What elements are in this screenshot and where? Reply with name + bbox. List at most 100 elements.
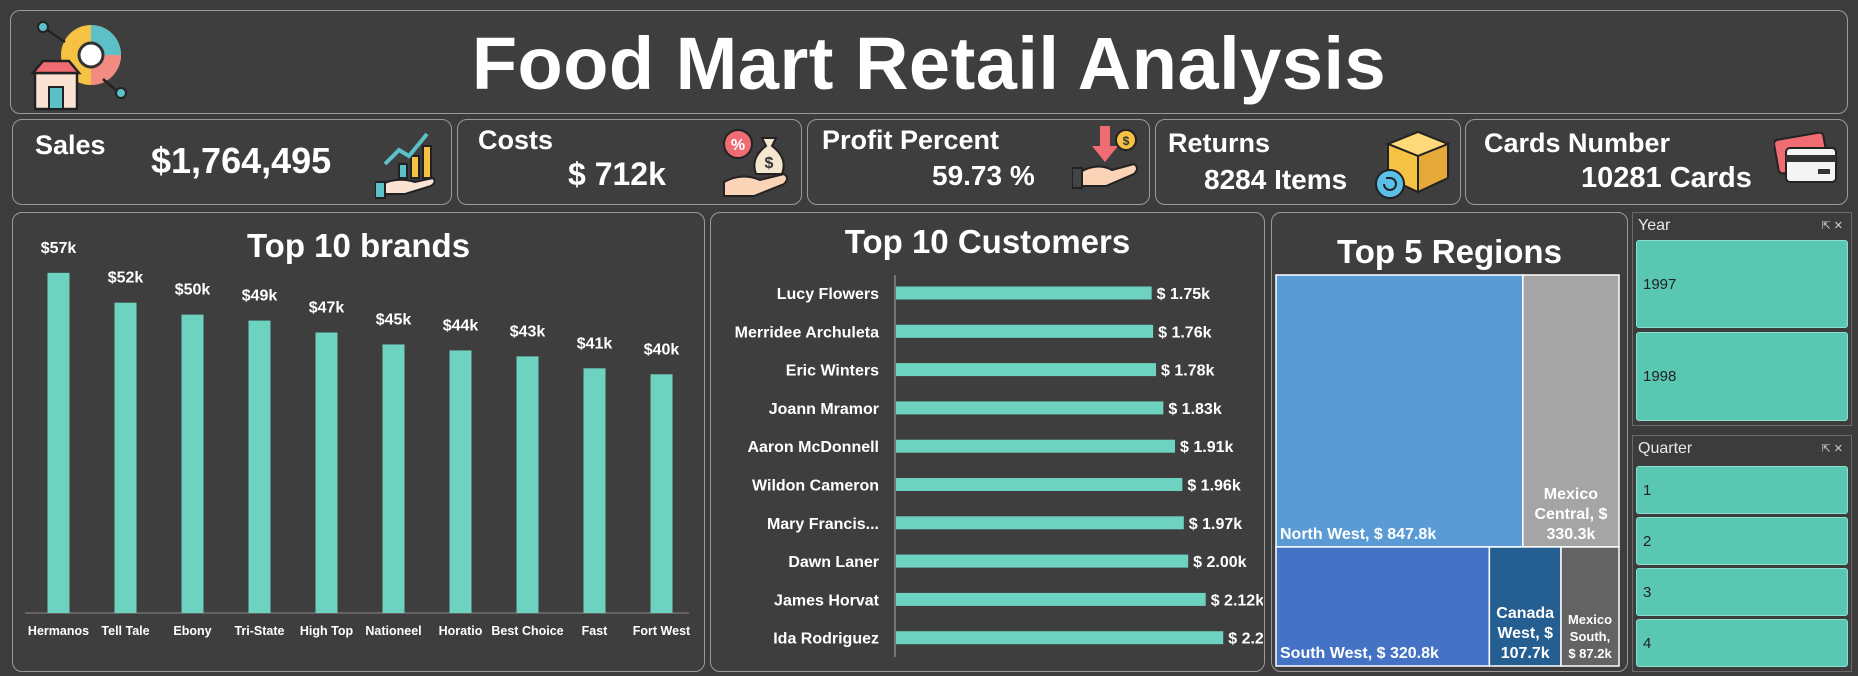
- brand-bar-value-label: $41k: [577, 335, 613, 352]
- region-tile[interactable]: [1275, 546, 1491, 667]
- brand-bar[interactable]: [248, 320, 271, 613]
- top-brands-chart-panel: Top 10 brands $57k Hermanos $52k Tell Tale $…: [12, 212, 705, 672]
- region-tile-label: 107.7k: [1501, 645, 1550, 662]
- customer-bar[interactable]: [896, 363, 1157, 377]
- brand-bar[interactable]: [516, 356, 539, 613]
- slicer-clear-filter-icon[interactable]: ⇱ ✕: [1821, 443, 1844, 455]
- slicer-item-quarter-4[interactable]: 4: [1636, 619, 1848, 667]
- brand-bar-value-label: $50k: [175, 282, 211, 299]
- customer-bar[interactable]: [896, 324, 1154, 338]
- kpi-card-costs: Costs $ 712k % $: [457, 119, 802, 205]
- customer-bar[interactable]: [896, 516, 1184, 530]
- region-tile[interactable]: [1522, 274, 1620, 548]
- customer-name-label: Aaron McDonnell: [747, 439, 879, 456]
- region-tile-label: Canada: [1496, 605, 1554, 622]
- brand-bar[interactable]: [315, 332, 338, 613]
- brand-bar[interactable]: [114, 302, 137, 613]
- kpi-card-cards: Cards Number 10281 Cards: [1465, 119, 1848, 205]
- customer-bar[interactable]: [896, 286, 1152, 300]
- kpi-profit-value: 59.73 %: [932, 160, 1035, 191]
- svg-text:$: $: [1123, 134, 1130, 148]
- kpi-sales-value: $1,764,495: [151, 140, 332, 181]
- kpi-cards-label: Cards Number: [1484, 128, 1671, 158]
- top-regions-chart-panel: Top 5 Regions North West, $ 847.8k Mexico…: [1271, 212, 1628, 672]
- customer-name-label: Merridee Archuleta: [735, 324, 879, 341]
- brand-bar[interactable]: [650, 374, 673, 613]
- slicer-item-year-1998[interactable]: 1998: [1636, 332, 1848, 421]
- customer-bar-value-label: $ 1.83k: [1168, 401, 1221, 418]
- customer-bar[interactable]: [896, 401, 1164, 415]
- svg-text:%: %: [731, 137, 745, 154]
- brand-bar-value-label: $57k: [41, 240, 77, 257]
- slicer-item-quarter-3[interactable]: 3: [1636, 568, 1848, 616]
- brand-bar[interactable]: [47, 272, 70, 613]
- brand-bar[interactable]: [449, 350, 472, 613]
- customer-bar-value-label: $ 1.96k: [1187, 478, 1240, 495]
- quarter-slicer-header: Quarter: [1638, 440, 1693, 457]
- slicer-item-quarter-2[interactable]: 2: [1636, 517, 1848, 565]
- regions-treemap: North West, $ 847.8k Mexico Central, $ 330.…: [1275, 274, 1620, 667]
- brand-category-label: Fort West: [633, 624, 691, 638]
- brand-category-label: Ebony: [173, 624, 211, 638]
- region-tile-label: Mexico: [1568, 612, 1612, 627]
- brand-category-label: Tell Tale: [101, 624, 149, 638]
- brand-bar-value-label: $47k: [309, 300, 345, 317]
- customer-bar-value-label: $ 1.75k: [1157, 286, 1210, 303]
- brand-bar-value-label: $43k: [510, 323, 546, 340]
- customer-bar[interactable]: [896, 592, 1206, 606]
- customer-name-label: Mary Francis...: [767, 516, 879, 533]
- customer-bar[interactable]: [896, 439, 1176, 453]
- slicer-item-quarter-1[interactable]: 1: [1636, 466, 1848, 514]
- region-tile-label: South West, $ 320.8k: [1280, 645, 1439, 662]
- customer-bar-value-label: $ 1.76k: [1158, 324, 1211, 341]
- region-tile-label: $ 87.2k: [1568, 646, 1612, 661]
- brand-bar[interactable]: [382, 344, 405, 613]
- profit-hand-coin-icon: $: [1072, 126, 1138, 189]
- credit-cards-icon: [1774, 132, 1837, 183]
- regions-chart-title: Top 5 Regions: [1337, 233, 1562, 270]
- slicer-item-year-1997[interactable]: 1997: [1636, 240, 1848, 328]
- money-bag-discount-icon: % $: [723, 129, 788, 197]
- region-tile[interactable]: [1560, 546, 1620, 667]
- slicer-clear-filter-icon[interactable]: ⇱ ✕: [1821, 220, 1844, 232]
- region-tile-label: 330.3k: [1546, 526, 1595, 543]
- customer-bar-value-label: $ 1.91k: [1180, 439, 1233, 456]
- kpi-card-returns: Returns 8284 Items: [1155, 119, 1461, 205]
- customer-name-label: Dawn Laner: [788, 554, 879, 571]
- brand-bar[interactable]: [181, 314, 204, 613]
- customer-bar-value-label: $ 1.78k: [1161, 363, 1214, 380]
- brand-category-label: Best Choice: [491, 624, 563, 638]
- kpi-costs-value: $ 712k: [568, 156, 666, 192]
- customer-bar[interactable]: [896, 554, 1189, 568]
- year-slicer: Year ⇱ ✕ 1997 1998: [1632, 212, 1852, 426]
- retail-analytics-logo-icon: [30, 21, 127, 111]
- brand-category-label: Tri-State: [234, 624, 284, 638]
- svg-text:$: $: [765, 155, 774, 172]
- region-tile-label: West, $: [1497, 625, 1553, 642]
- brand-bar-value-label: $44k: [443, 317, 479, 334]
- region-tile-label: South,: [1570, 629, 1610, 644]
- customers-bar-chart: $ 1.75k Lucy Flowers $ 1.76k Merridee Archu…: [735, 275, 1263, 657]
- region-tile-label: Central, $: [1534, 506, 1607, 523]
- kpi-profit-label: Profit Percent: [822, 125, 1000, 155]
- brand-bar[interactable]: [583, 368, 606, 613]
- kpi-returns-label: Returns: [1168, 128, 1271, 158]
- brand-category-label: Fast: [582, 624, 609, 638]
- customers-chart-title: Top 10 Customers: [844, 223, 1131, 260]
- top-customers-chart-panel: Top 10 Customers $ 1.75k Lucy Flowers $ 1.…: [710, 212, 1265, 672]
- customer-bar-value-label: $ 2.12k: [1211, 592, 1263, 609]
- customer-bar[interactable]: [896, 478, 1183, 491]
- brand-bar-value-label: $45k: [376, 311, 412, 328]
- customer-name-label: Joann Mramor: [769, 401, 879, 418]
- dashboard-title: Food Mart Retail Analysis: [471, 22, 1387, 105]
- kpi-card-sales: Sales $1,764,495: [12, 119, 452, 205]
- sales-growth-hand-icon: [375, 132, 436, 199]
- kpi-card-profit: Profit Percent 59.73 % $: [807, 119, 1150, 205]
- region-tile[interactable]: [1488, 546, 1562, 667]
- region-tile-label: North West, $ 847.8k: [1280, 526, 1436, 543]
- region-tile[interactable]: [1275, 274, 1524, 548]
- brands-bar-chart: $57k Hermanos $52k Tell Tale $50k Ebony $49k Tr…: [25, 240, 691, 638]
- customer-bar[interactable]: [896, 631, 1224, 645]
- return-box-icon: [1375, 130, 1451, 199]
- year-slicer-header: Year: [1638, 217, 1671, 234]
